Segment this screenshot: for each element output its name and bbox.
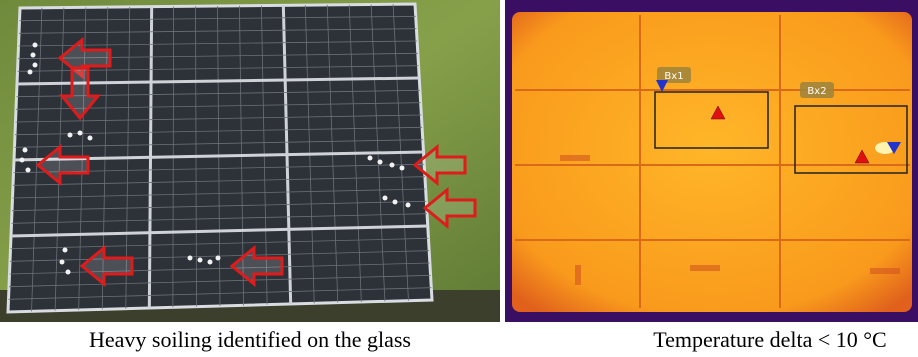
left-caption: Heavy soiling identified on the glass [89, 327, 411, 352]
page: Bx1 Bx2 Heavy soiling identified on the … [0, 0, 918, 357]
soiling-dot [188, 256, 193, 261]
soiling-dot [378, 160, 383, 165]
soiling-dot [63, 248, 68, 253]
soiling-dot [216, 256, 221, 261]
thermal-spot [870, 268, 900, 274]
thermal-spot [575, 265, 581, 285]
aerial-photo [0, 0, 500, 322]
soiling-dot [208, 260, 213, 265]
soiling-dot [198, 258, 203, 263]
soiling-dot [390, 163, 395, 168]
soiling-dot [31, 53, 36, 58]
soiling-dot [368, 156, 373, 161]
soiling-dot [88, 136, 93, 141]
soiling-dot [66, 270, 71, 275]
thermal-spot [690, 265, 720, 271]
soiling-dot [33, 63, 38, 68]
soiling-dot [78, 131, 83, 136]
soiling-dot [23, 148, 28, 153]
thermal-spot [560, 155, 590, 161]
thermal-image: Bx1 Bx2 [505, 0, 918, 322]
soiling-dot [20, 158, 25, 163]
soiling-dot [68, 133, 73, 138]
soiling-dot [383, 196, 388, 201]
soiling-dot [393, 200, 398, 205]
soiling-dot [60, 260, 65, 265]
soiling-dot [33, 43, 38, 48]
right-caption: Temperature delta < 10 °C [653, 327, 886, 352]
box-2-label: Bx2 [807, 86, 826, 97]
soiling-dot [28, 70, 33, 75]
soiling-dot [26, 168, 31, 173]
soiling-dot [406, 203, 411, 208]
soiling-dot [400, 166, 405, 171]
figure: Bx1 Bx2 Heavy soiling identified on the … [0, 0, 918, 357]
